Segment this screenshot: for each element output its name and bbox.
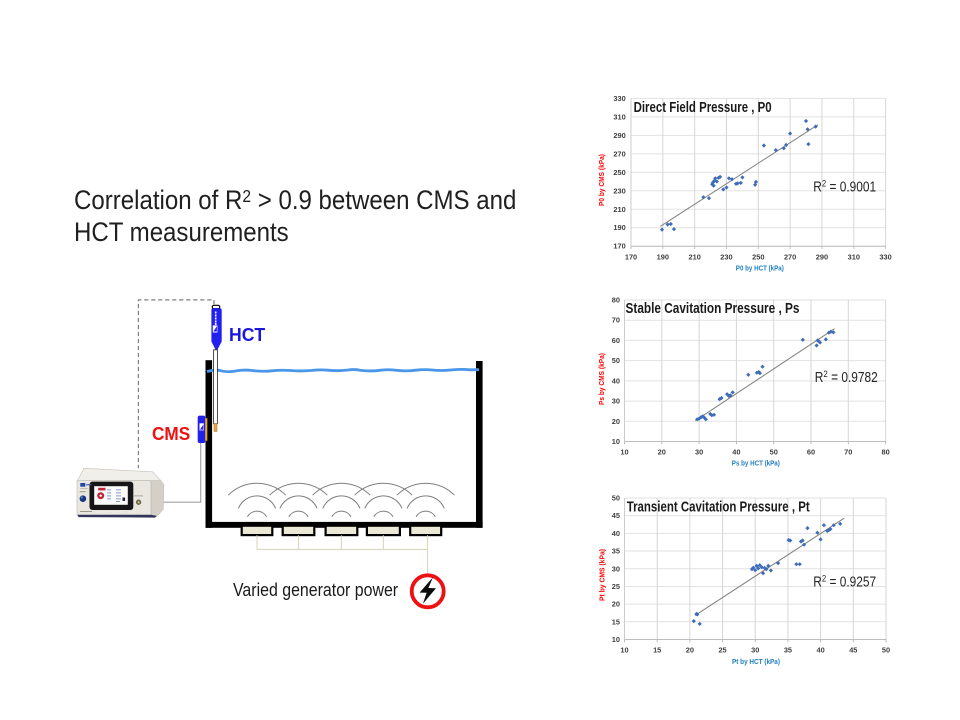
svg-text:70: 70 — [612, 316, 620, 325]
svg-text:R2 = 0.9782: R2 = 0.9782 — [815, 369, 878, 386]
svg-text:45: 45 — [612, 511, 620, 520]
svg-text:50: 50 — [612, 356, 620, 365]
svg-text:R2 = 0.9257: R2 = 0.9257 — [813, 574, 876, 591]
svg-text:170: 170 — [625, 253, 637, 262]
svg-text:230: 230 — [613, 186, 625, 195]
svg-text:45: 45 — [849, 645, 857, 654]
svg-text:15: 15 — [612, 617, 620, 626]
svg-text:80: 80 — [612, 296, 620, 305]
svg-text:20: 20 — [612, 417, 620, 426]
svg-text:20: 20 — [612, 600, 620, 609]
svg-text:25: 25 — [612, 582, 620, 591]
svg-text:70: 70 — [844, 448, 852, 457]
svg-text:40: 40 — [612, 529, 620, 538]
svg-text:10: 10 — [612, 635, 620, 644]
svg-text:190: 190 — [613, 223, 625, 232]
svg-text:310: 310 — [613, 112, 625, 121]
svg-text:270: 270 — [784, 253, 796, 262]
svg-text:230: 230 — [720, 253, 732, 262]
svg-text:30: 30 — [695, 448, 703, 457]
svg-text:60: 60 — [612, 336, 620, 345]
svg-text:310: 310 — [848, 253, 860, 262]
svg-text:P0 by HCT (kPa): P0 by HCT (kPa) — [736, 264, 784, 273]
svg-text:Ps by CMS (kPa): Ps by CMS (kPa) — [597, 353, 606, 405]
svg-text:170: 170 — [613, 242, 625, 251]
svg-text:250: 250 — [752, 253, 764, 262]
svg-text:30: 30 — [612, 564, 620, 573]
svg-text:330: 330 — [879, 253, 891, 262]
svg-text:Direct Field Pressure , P0: Direct Field Pressure , P0 — [634, 99, 772, 116]
svg-text:Pt by CMS (kPa): Pt by CMS (kPa) — [598, 549, 607, 601]
svg-text:P0 by CMS (kPa): P0 by CMS (kPa) — [597, 154, 606, 206]
svg-text:Ps by HCT (kPa): Ps by HCT (kPa) — [732, 459, 780, 468]
svg-text:20: 20 — [658, 448, 666, 457]
svg-text:Transient Cavitation Pressure: Transient Cavitation Pressure , Pt — [627, 499, 810, 516]
svg-text:30: 30 — [751, 645, 759, 654]
svg-text:50: 50 — [612, 494, 620, 503]
svg-text:40: 40 — [612, 376, 620, 385]
svg-text:40: 40 — [817, 645, 825, 654]
svg-text:190: 190 — [657, 253, 669, 262]
svg-text:330: 330 — [613, 94, 625, 103]
svg-text:35: 35 — [612, 547, 620, 556]
svg-text:40: 40 — [732, 448, 740, 457]
svg-text:20: 20 — [686, 645, 694, 654]
svg-text:250: 250 — [613, 168, 625, 177]
svg-text:25: 25 — [718, 645, 726, 654]
svg-text:210: 210 — [688, 253, 700, 262]
svg-text:30: 30 — [612, 397, 620, 406]
svg-text:50: 50 — [770, 448, 778, 457]
svg-text:60: 60 — [807, 448, 815, 457]
svg-text:210: 210 — [613, 205, 625, 214]
svg-text:50: 50 — [882, 645, 890, 654]
svg-text:35: 35 — [784, 645, 792, 654]
svg-text:290: 290 — [816, 253, 828, 262]
svg-text:10: 10 — [620, 645, 628, 654]
svg-text:R2 = 0.9001: R2 = 0.9001 — [813, 178, 876, 195]
svg-text:270: 270 — [613, 149, 625, 158]
svg-text:10: 10 — [620, 448, 628, 457]
svg-text:Stable Cavitation Pressure , P: Stable Cavitation Pressure , Ps — [626, 300, 800, 317]
svg-text:10: 10 — [612, 437, 620, 446]
svg-text:Pt by HCT (kPa): Pt by HCT (kPa) — [732, 657, 780, 666]
svg-text:80: 80 — [881, 448, 889, 457]
svg-text:15: 15 — [653, 645, 661, 654]
svg-text:290: 290 — [613, 131, 625, 140]
